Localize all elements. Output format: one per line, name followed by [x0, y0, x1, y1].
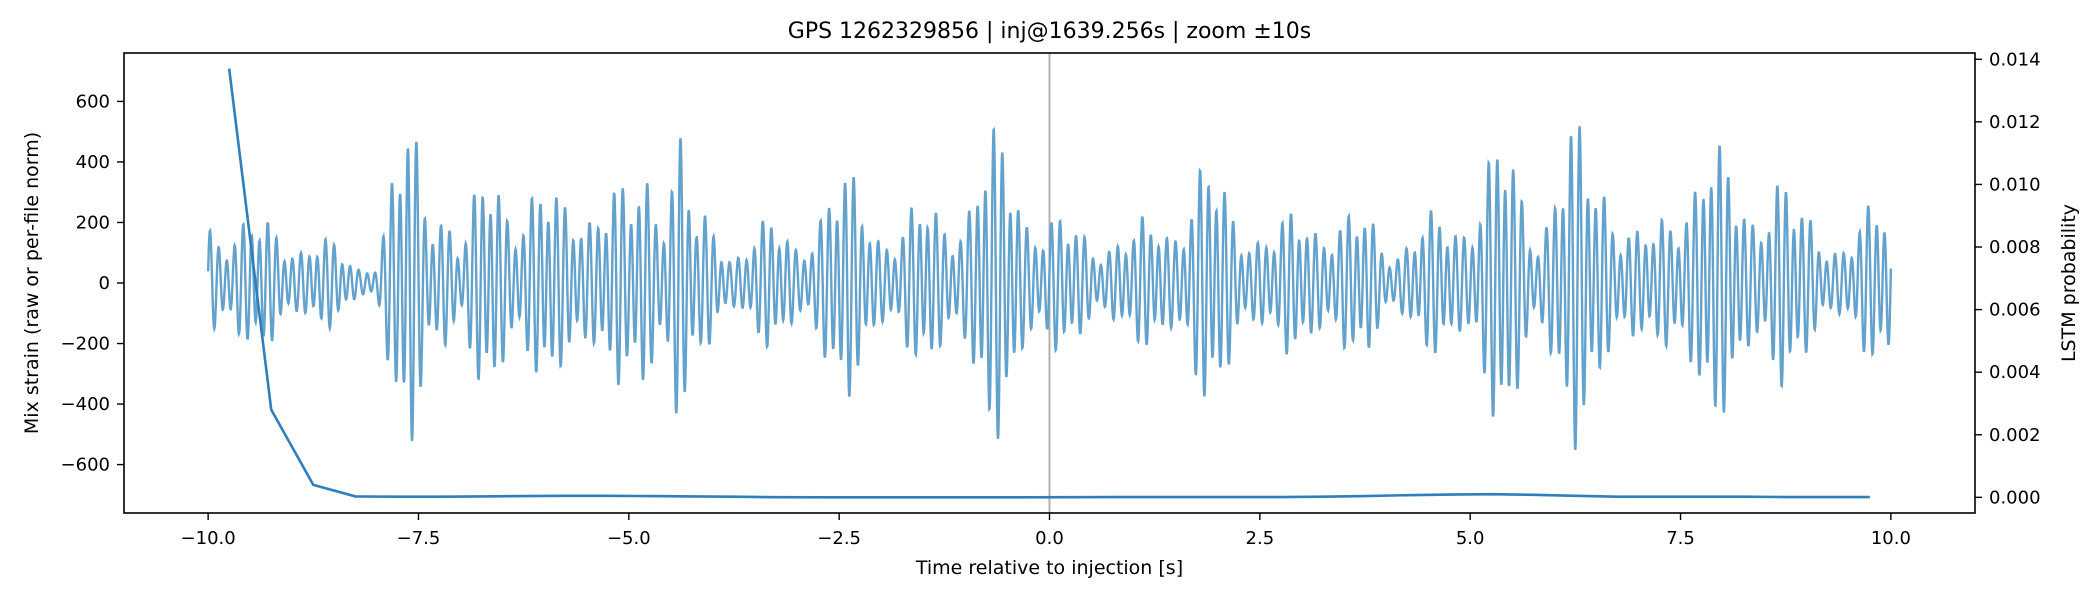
y-left-tick-label: −600: [61, 455, 110, 476]
x-axis-label: Time relative to injection [s]: [915, 557, 1183, 579]
y-left-tick-label: 200: [76, 212, 110, 233]
x-tick-label: −7.5: [397, 528, 441, 549]
y-right-tick-label: 0.004: [1989, 362, 2041, 383]
y-left-tick-label: 0: [99, 273, 110, 294]
x-tick-label: 5.0: [1456, 528, 1485, 549]
lstm-probability-line: [227, 68, 1870, 499]
x-tick-label: −5.0: [607, 528, 651, 549]
strain-series-line: [206, 126, 1893, 451]
x-tick-label: 10.0: [1871, 528, 1911, 549]
y-right-tick-label: 0.002: [1989, 425, 2041, 446]
y-axis-label-right: LSTM probability: [2058, 204, 2080, 362]
y-left-tick-label: −400: [61, 394, 110, 415]
chart-title: GPS 1262329856 | inj@1639.256s | zoom ±1…: [788, 19, 1311, 44]
x-tick-label: 0.0: [1035, 528, 1064, 549]
y-right-tick-label: 0.014: [1989, 49, 2041, 70]
y-right-tick-label: 0.000: [1989, 487, 2041, 508]
y-left-tick-label: 600: [76, 91, 110, 112]
x-tick-label: −10.0: [181, 528, 236, 549]
plot-clip-group: [206, 53, 1893, 513]
plot-area: [206, 53, 1893, 513]
y-right-tick-label: 0.006: [1989, 300, 2041, 321]
x-tick-label: 7.5: [1666, 528, 1695, 549]
x-tick-label: −2.5: [817, 528, 861, 549]
y-right-tick-label: 0.010: [1989, 174, 2041, 195]
x-tick-label: 2.5: [1246, 528, 1275, 549]
y-right-tick-label: 0.008: [1989, 237, 2041, 258]
y-left-tick-label: 400: [76, 152, 110, 173]
y-right-tick-label: 0.012: [1989, 112, 2041, 133]
y-axis-label-left: Mix strain (raw or per-file norm): [21, 132, 43, 434]
axes: −10.0 −7.5 −5.0 −2.5 0.0 2.5 5.0 7.5 10.0 −600 −40…: [61, 49, 2041, 549]
y-left-tick-label: −200: [61, 334, 110, 355]
